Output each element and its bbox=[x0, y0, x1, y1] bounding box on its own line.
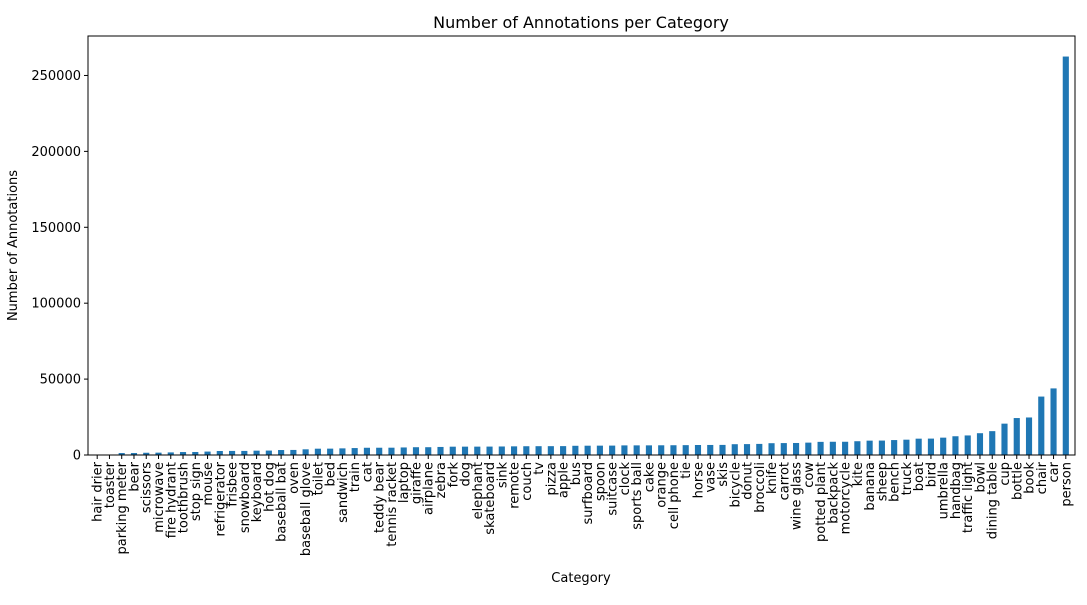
bar-frisbee bbox=[229, 451, 235, 455]
bar-knife bbox=[768, 443, 774, 455]
bar-bowl bbox=[977, 433, 983, 455]
bar-fork bbox=[450, 447, 456, 455]
bar-donut bbox=[744, 444, 750, 455]
y-axis-label: Number of Annotations bbox=[6, 170, 21, 321]
bar-kite bbox=[854, 441, 860, 455]
bar-book bbox=[1026, 417, 1032, 455]
bar-motorcycle bbox=[842, 442, 848, 455]
bar-sandwich bbox=[339, 448, 345, 455]
bar-skis bbox=[719, 445, 725, 455]
x-tick-label: person bbox=[1059, 462, 1074, 507]
bar-keyboard bbox=[254, 451, 260, 455]
bar-refrigerator bbox=[217, 451, 223, 455]
y-axis: 0 50000 100000 150000 200000 250000 bbox=[31, 69, 88, 464]
bar-boat bbox=[916, 439, 922, 455]
bar-zebra bbox=[437, 447, 443, 455]
bar-vase bbox=[707, 445, 713, 455]
bar-apple bbox=[560, 446, 566, 455]
bar-banana bbox=[867, 441, 873, 455]
bar-pizza bbox=[548, 446, 554, 455]
bar-skateboard bbox=[486, 447, 492, 455]
bar-teddy-bear bbox=[376, 448, 382, 455]
bar-cow bbox=[805, 443, 811, 455]
bar-backpack bbox=[830, 442, 836, 455]
y-tick-label: 200000 bbox=[31, 145, 81, 160]
bar-hot-dog bbox=[266, 451, 272, 455]
bar-toilet bbox=[315, 449, 321, 455]
bar-remote bbox=[511, 446, 517, 455]
bar-carrot bbox=[781, 443, 787, 455]
chart-title: Number of Annotations per Category bbox=[433, 13, 729, 32]
bar-cup bbox=[1001, 424, 1007, 455]
bar-couch bbox=[523, 446, 529, 455]
bar-traffic-light bbox=[965, 435, 971, 455]
bar-person bbox=[1063, 57, 1069, 455]
y-tick-label: 150000 bbox=[31, 221, 81, 236]
bar-clock bbox=[621, 445, 627, 455]
bar-laptop bbox=[401, 447, 407, 455]
y-tick-label: 100000 bbox=[31, 297, 81, 312]
bar-elephant bbox=[474, 447, 480, 455]
bar-car bbox=[1050, 388, 1056, 455]
bar-sheep bbox=[879, 441, 885, 455]
bar-mouse bbox=[204, 452, 210, 455]
bar-bicycle bbox=[732, 444, 738, 455]
bar-surfboard bbox=[585, 446, 591, 455]
x-axis-label: Category bbox=[551, 571, 611, 586]
bar-dog bbox=[462, 447, 468, 455]
bar-chair bbox=[1038, 397, 1044, 455]
bar-handbag bbox=[952, 436, 958, 455]
bar-train bbox=[352, 448, 358, 455]
bar-giraffe bbox=[413, 447, 419, 455]
bar-tie bbox=[683, 445, 689, 455]
bar-bus bbox=[572, 446, 578, 455]
bar-horse bbox=[695, 445, 701, 455]
bar-wine-glass bbox=[793, 443, 799, 455]
bars-group bbox=[94, 57, 1069, 455]
plot-frame bbox=[88, 36, 1075, 455]
bar-bird bbox=[928, 439, 934, 455]
y-tick-label: 250000 bbox=[31, 69, 81, 84]
bar-airplane bbox=[425, 447, 431, 455]
bar-cake bbox=[646, 445, 652, 455]
bar-orange bbox=[658, 445, 664, 455]
bar-tv bbox=[536, 446, 542, 455]
bar-potted-plant bbox=[818, 442, 824, 455]
bar-suitcase bbox=[609, 446, 615, 455]
bar-snowboard bbox=[241, 451, 247, 455]
bar-sink bbox=[499, 446, 505, 455]
bar-truck bbox=[903, 440, 909, 455]
bar-umbrella bbox=[940, 438, 946, 455]
bar-sports-ball bbox=[634, 445, 640, 455]
bar-dining-table bbox=[989, 431, 995, 455]
bar-bed bbox=[327, 449, 333, 455]
bar-baseball-bat bbox=[278, 450, 284, 455]
bar-cell-phone bbox=[670, 445, 676, 455]
bar-baseball-glove bbox=[303, 449, 309, 455]
bar-oven bbox=[290, 450, 296, 455]
bar-cat bbox=[364, 448, 370, 455]
y-tick-label: 50000 bbox=[40, 373, 81, 388]
bar-bench bbox=[891, 440, 897, 455]
bar-bottle bbox=[1014, 418, 1020, 455]
bar-tennis-racket bbox=[388, 448, 394, 455]
bar-broccoli bbox=[756, 444, 762, 455]
bar-spoon bbox=[597, 446, 603, 455]
y-tick-label: 0 bbox=[73, 449, 81, 464]
